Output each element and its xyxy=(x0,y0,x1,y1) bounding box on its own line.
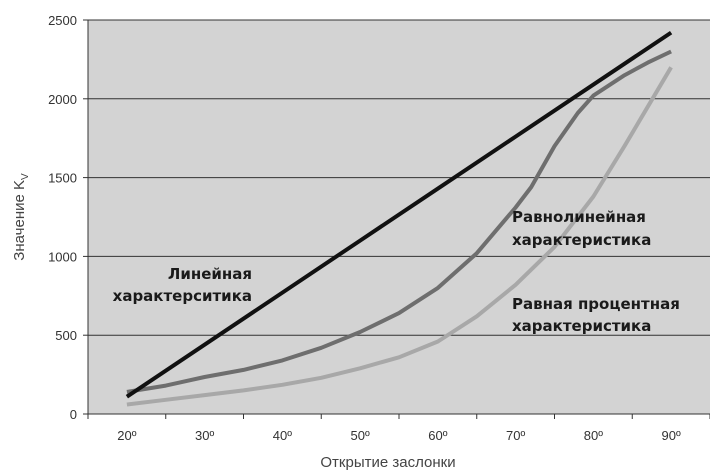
annotation-equal-linear-line2: характеристика xyxy=(512,231,651,249)
y-axis-title-main: Значение K xyxy=(11,180,28,261)
y-tick-label: 1500 xyxy=(48,171,77,186)
series-line-0 xyxy=(125,30,673,399)
series-line-1 xyxy=(126,49,672,394)
y-tick-label: 2500 xyxy=(48,13,77,28)
x-tick-label: 40º xyxy=(273,428,292,443)
y-tick-label: 0 xyxy=(70,407,77,422)
x-axis-title: Открытие заслонки xyxy=(320,454,455,471)
y-axis-title-subscript: V xyxy=(20,173,31,180)
y-axis-ticks: 0 500 1000 1500 2000 2500 xyxy=(48,13,88,422)
y-tick-label: 1000 xyxy=(48,249,77,264)
annotation-linear-line1: Линейная xyxy=(168,265,252,283)
annotation-linear-line2: характерситика xyxy=(113,287,252,305)
y-tick-label: 2000 xyxy=(48,92,77,107)
annotation-equal-percent-line2: характеристика xyxy=(512,317,651,335)
annotation-equal-linear-line1: Равнолинейная xyxy=(512,208,646,226)
series-lines xyxy=(125,30,673,407)
x-tick-label: 50º xyxy=(351,428,370,443)
annotation-equal-percent-line1: Равная процентная xyxy=(512,295,680,313)
y-tick-label: 500 xyxy=(55,328,77,343)
x-tick-label: 30º xyxy=(195,428,214,443)
x-tick-label: 60º xyxy=(428,428,447,443)
x-tick-label: 20º xyxy=(117,428,136,443)
x-tick-label: 70º xyxy=(506,428,525,443)
y-axis-title: Значение KV xyxy=(11,173,31,261)
series-line-2 xyxy=(126,66,673,407)
x-tick-label: 80º xyxy=(584,428,603,443)
x-tick-label: 90º xyxy=(662,428,681,443)
x-axis-ticks: 20º 30º 40º 50º 60º 70º 80º 90º xyxy=(87,414,710,443)
